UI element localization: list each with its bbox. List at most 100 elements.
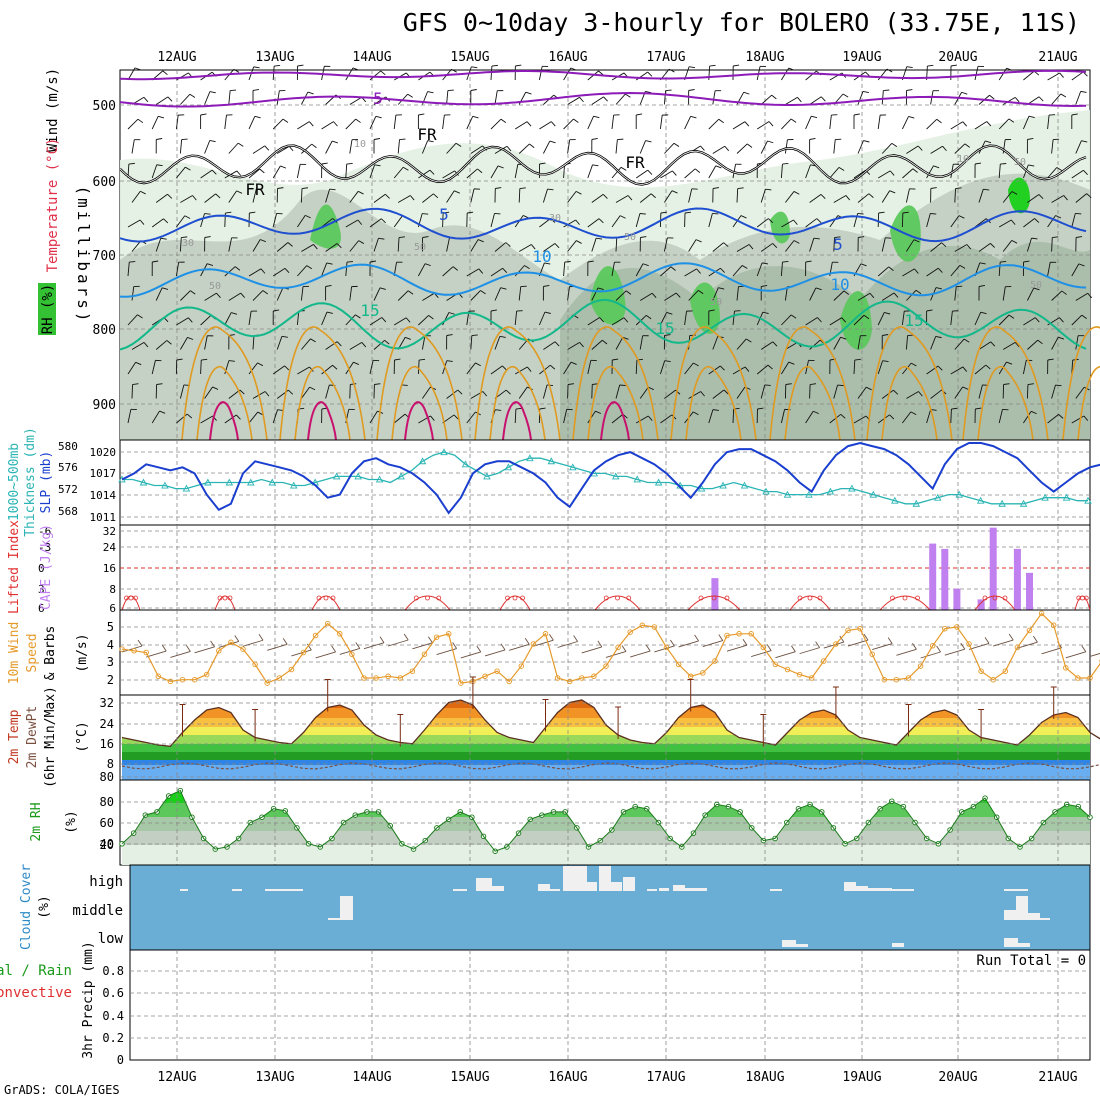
wind-barb-flag (602, 194, 608, 199)
wind10m-marker (1002, 668, 1009, 674)
wind-barb (901, 311, 905, 326)
wind-barb-flag (862, 90, 869, 94)
wind-barb (664, 142, 675, 154)
wind-barb (1047, 215, 1056, 228)
wind-barb-flag (767, 364, 773, 370)
wind-barb (611, 317, 625, 326)
wind-barb-flag (651, 292, 657, 299)
wind10m-barb (146, 650, 167, 658)
precip-tick-label: 0 (117, 1053, 124, 1067)
wind-barb (272, 165, 281, 179)
lifted-index-marker (817, 595, 823, 601)
wind-barb (345, 262, 348, 277)
wind-barb-flag (505, 389, 511, 395)
wind-barb (805, 317, 818, 326)
wind-barb-flag (234, 266, 241, 271)
wind-barb-flag (478, 268, 484, 274)
temp2m-tick-label: 80 (100, 770, 114, 784)
wind10m-marker (784, 666, 791, 673)
wind-barb-flag (964, 143, 971, 148)
wind10m-barb-flag (597, 640, 603, 648)
precip-label-3: 3hr Precip (mm) (81, 941, 96, 1058)
wind-barb-flag (394, 358, 401, 361)
wind-barb-flag (767, 140, 774, 144)
cape-li-panel: -6 -3 0 3 6 32 24 16 8 6 Lifted Index CAPE (J/kg) (7, 520, 1091, 615)
wind-barb (418, 315, 429, 326)
wind-barb (228, 142, 239, 154)
wind-barb (200, 169, 213, 179)
wind10m-barb (1089, 653, 1100, 657)
wind-barb-flag (326, 262, 333, 265)
wind10m-barb-flag (1081, 645, 1087, 653)
temp-contour-20 (962, 326, 1049, 441)
wind-barb (567, 240, 577, 252)
wind-barb-flag (612, 358, 619, 361)
wind-barb (930, 389, 942, 399)
precip-tick-label: 0.6 (102, 986, 124, 1000)
wind-barb-flag (477, 239, 484, 243)
wind-barb (179, 237, 182, 252)
wind-barb (442, 266, 454, 277)
wind-barb-flag (595, 410, 602, 414)
pressure-tick-label: 600 (93, 175, 116, 190)
wind-barb-flag (237, 142, 244, 147)
wind-barb-flag (889, 170, 895, 176)
wind-barb-flag (280, 165, 287, 169)
wind-barb (567, 286, 570, 301)
wind-barb-flag (619, 384, 626, 387)
wind-barb (204, 335, 208, 350)
wind-barb-flag (837, 384, 844, 387)
thickness-marker (354, 472, 362, 480)
wind-barb-flag (788, 361, 795, 365)
wind10m-marker (663, 644, 670, 651)
wind-barb (760, 94, 772, 105)
wind-barb (349, 342, 363, 350)
wind-barb-flag (259, 168, 265, 174)
rh2m-line (119, 787, 1093, 854)
wind10m-marker (155, 673, 162, 680)
rh-shade-area (560, 241, 1090, 440)
wind-barb-flag (884, 311, 891, 315)
wind-barb-flag (1028, 164, 1035, 167)
wind-barb (200, 415, 213, 424)
wind-barb (369, 317, 383, 326)
wind-barb (712, 90, 716, 105)
wind-barb-flag (1081, 314, 1087, 320)
wind-barb (543, 341, 556, 350)
temp-contour-20 (670, 326, 757, 441)
wind-barb (539, 121, 552, 130)
temp2m-minmax-bars (179, 676, 1057, 747)
wind10m-barb-flag (331, 645, 336, 653)
wind-barb (248, 411, 259, 424)
wind-barb (466, 362, 476, 375)
wind-barb (902, 362, 912, 375)
wind-barb (442, 115, 445, 130)
rh-contour-label: 50 (1030, 280, 1042, 291)
upper-temp-label: Temperature (°C) (45, 138, 61, 273)
wind-barb-flag (718, 118, 724, 124)
wind-barb-flag (712, 187, 720, 189)
wind-barb (732, 121, 746, 130)
wind-barb (688, 188, 693, 203)
temp2m-grid (120, 695, 1090, 780)
wind10m-barb (993, 639, 1014, 647)
wind-barb (785, 240, 795, 252)
wind-barb (1071, 169, 1084, 179)
wind-barb (224, 360, 230, 375)
wind10m-barb-flag (476, 645, 482, 653)
wind10m-barb-flag (234, 635, 240, 642)
wind-barb-flag (200, 113, 207, 116)
rh-contour-label: 10 (354, 139, 366, 150)
wind-barb-flag (889, 190, 896, 194)
wind-barb (1071, 314, 1083, 326)
wind10m-marker (300, 649, 307, 656)
wind-barb-flag (192, 195, 197, 201)
wind-barb (736, 386, 746, 399)
wind-barb-flag (790, 118, 797, 123)
wind-barb-flag (482, 391, 488, 397)
wind-barb-flag (597, 287, 604, 291)
cape-bar (953, 588, 961, 610)
wind-barb (781, 361, 790, 375)
bottom-date-label: 13AUG (255, 1070, 294, 1085)
wind-barb-flag (452, 266, 459, 271)
